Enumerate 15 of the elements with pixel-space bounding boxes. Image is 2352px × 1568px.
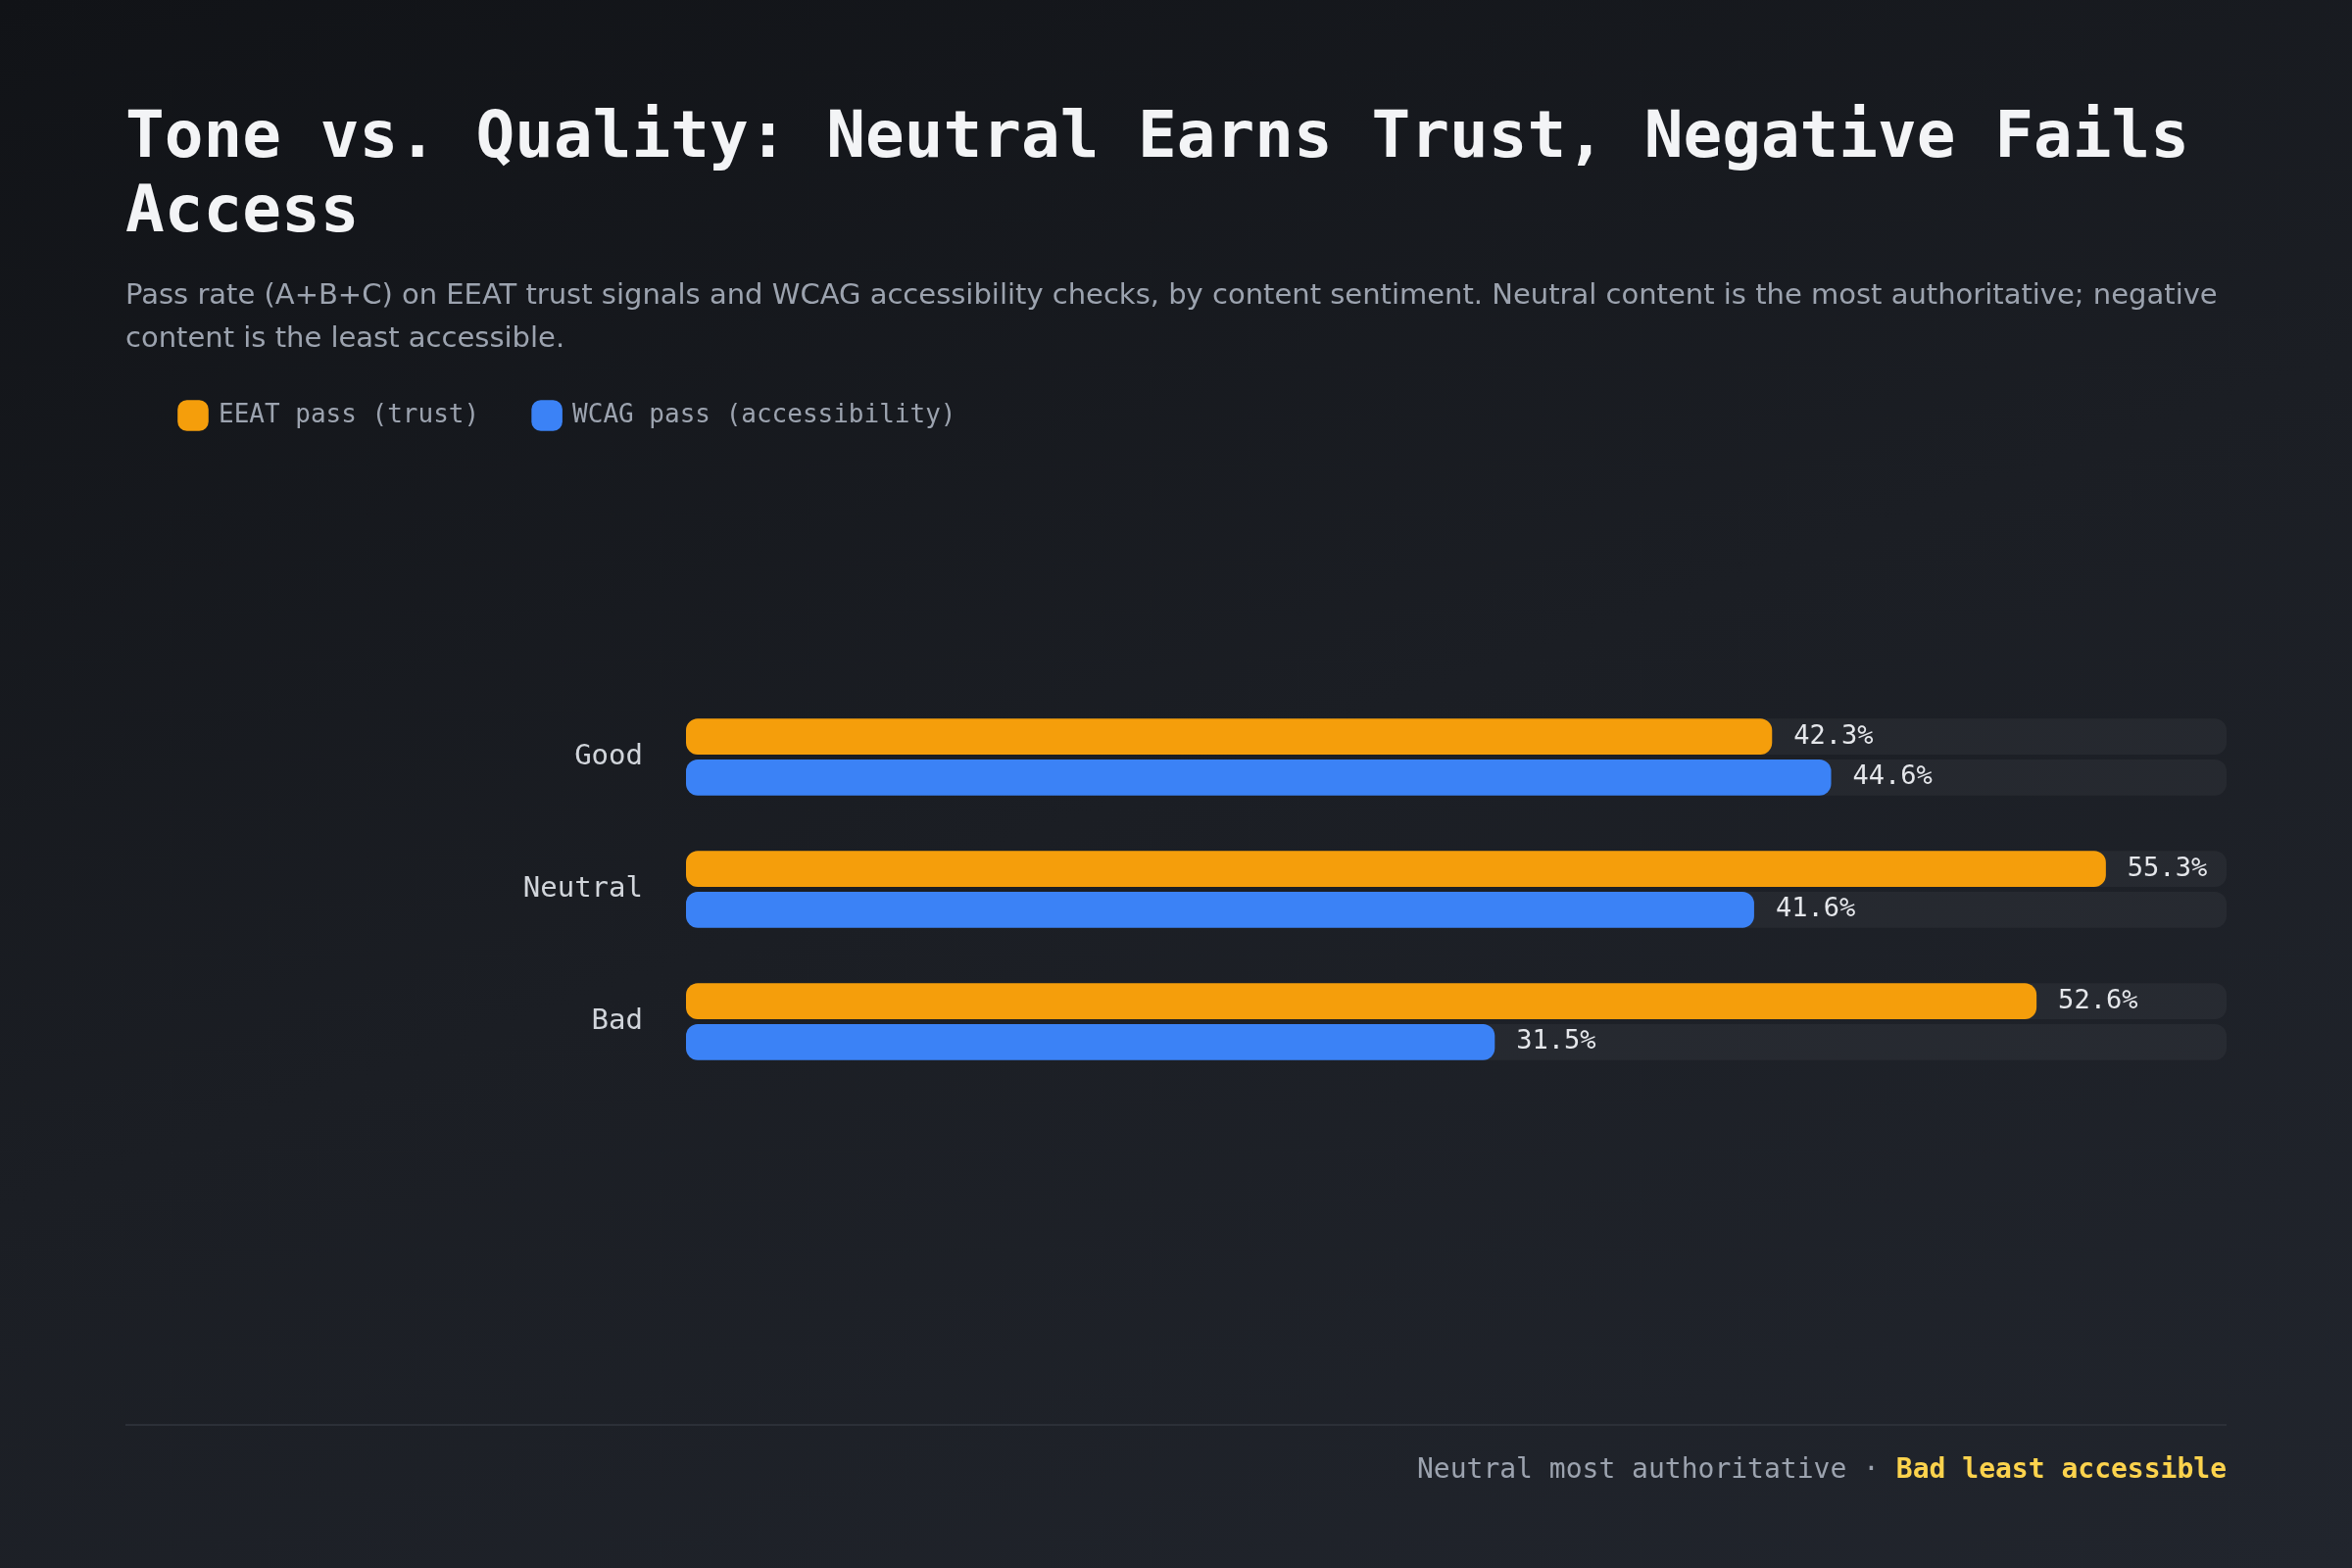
data-label: 52.6% <box>2058 983 2138 1014</box>
text: Neutral most authoritative · <box>1416 1452 1880 1485</box>
legend-label: WCAG pass (accessibility) <box>572 398 956 428</box>
y-tick-label: Good <box>574 738 643 772</box>
data-label: 44.6% <box>1852 760 1933 791</box>
data-label: 31.5% <box>1516 1024 1596 1055</box>
y-tick-label: Bad <box>591 1003 643 1037</box>
text: Bad least accessible <box>1895 1452 2227 1485</box>
chart-subtitle: Pass rate (A+B+C) on EEAT trust signals and WCAG accessibility checks, by content sentiment. Neutral content is the most authoritative; negative content is the least accessible. <box>125 276 2219 356</box>
legend-label: EEAT pass (trust) <box>219 398 480 428</box>
data-label: 55.3% <box>2127 851 2208 882</box>
data-label: 42.3% <box>1793 718 1874 750</box>
y-tick-label: Neutral <box>522 870 643 905</box>
chart-title: Tone vs. Quality: Neutral Earns Trust, Negative Fails Access <box>125 97 2190 247</box>
data-label: 41.6% <box>1775 892 1856 923</box>
